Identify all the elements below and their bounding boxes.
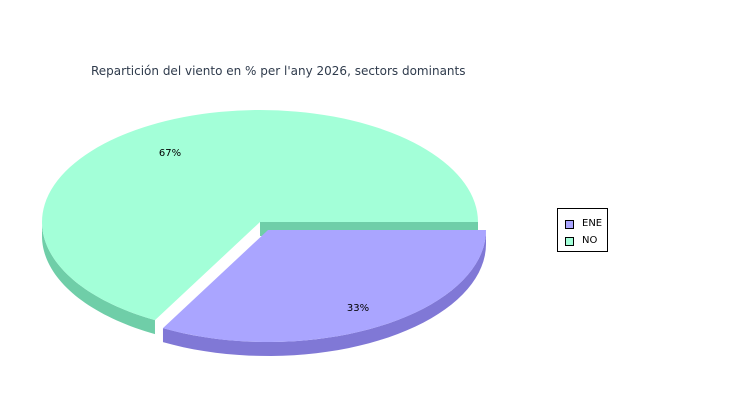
legend-label-ene: ENE: [582, 218, 603, 229]
legend-item-ene: ENE: [565, 218, 602, 230]
pie-slice-side-no: [42, 222, 155, 335]
chart-title: Repartición del viento en % per l'any 20…: [91, 64, 466, 78]
pie-slice-side-ene: [162, 230, 487, 356]
legend: ENE NO: [557, 208, 608, 252]
legend-label-no: NO: [582, 235, 598, 246]
pie-slice-ene: [162, 230, 487, 343]
legend-swatch-ene: [565, 219, 574, 229]
legend-item-no: NO: [565, 235, 597, 247]
slice-label-no: 67%: [159, 148, 181, 159]
slice-label-ene: 33%: [347, 303, 369, 314]
legend-swatch-no: [565, 236, 574, 246]
pie-slice-no: [42, 110, 479, 321]
